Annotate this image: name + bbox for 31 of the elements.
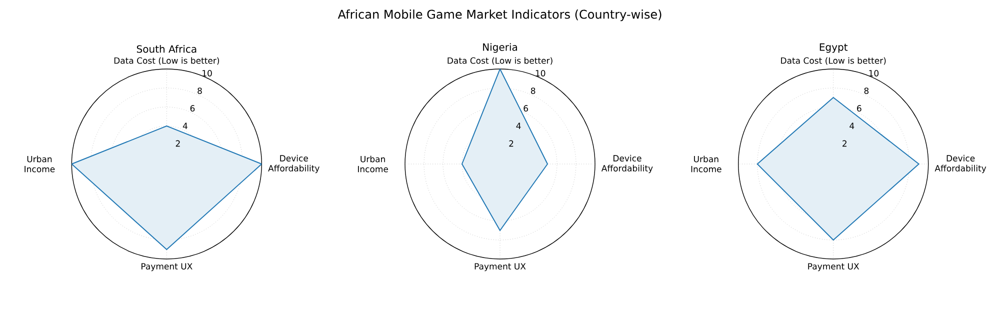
y-tick-label: 6 [190, 105, 195, 112]
spoke-label: Device Affordability [934, 154, 986, 174]
chart-title: South Africa [136, 45, 196, 53]
spoke-label: Data Cost (Low is better) [448, 57, 552, 65]
y-tick-label: 8 [530, 88, 536, 94]
text: African Mobile Game Market Indicators (Country-wise) [338, 10, 662, 22]
spoke-label: Urban Income [691, 156, 722, 172]
y-tick-label: 2 [509, 140, 514, 147]
spoke-label: Urban Income [358, 156, 388, 172]
spoke-label: Payment UX [808, 263, 860, 272]
y-tick-label: 6 [857, 105, 862, 112]
y-tick-label: 8 [198, 88, 202, 94]
chart-title: Egypt [820, 43, 848, 53]
y-tick-label: 6 [524, 105, 528, 112]
spoke-label: Urban Income [24, 156, 55, 172]
spoke-label: Data Cost (Low is better) [781, 57, 886, 65]
y-tick-label: 8 [864, 88, 869, 94]
spoke-label: Payment UX [142, 263, 192, 272]
y-tick-label: 2 [842, 140, 846, 147]
spoke-label: Device Affordability [601, 154, 653, 174]
spoke-label: Device Affordability [268, 154, 320, 174]
y-tick-label: 4 [850, 122, 854, 129]
y-tick-label: 4 [516, 122, 521, 129]
y-tick-label: 4 [182, 122, 188, 129]
y-tick-label: 10 [536, 70, 546, 76]
chart-title: Nigeria [483, 43, 517, 53]
spoke-label: Payment UX [474, 263, 526, 272]
y-tick-label: 10 [202, 70, 212, 76]
spoke-label: Data Cost (Low is better) [114, 57, 220, 65]
y-tick-label: 2 [176, 140, 180, 147]
y-tick-label: 10 [869, 70, 879, 76]
